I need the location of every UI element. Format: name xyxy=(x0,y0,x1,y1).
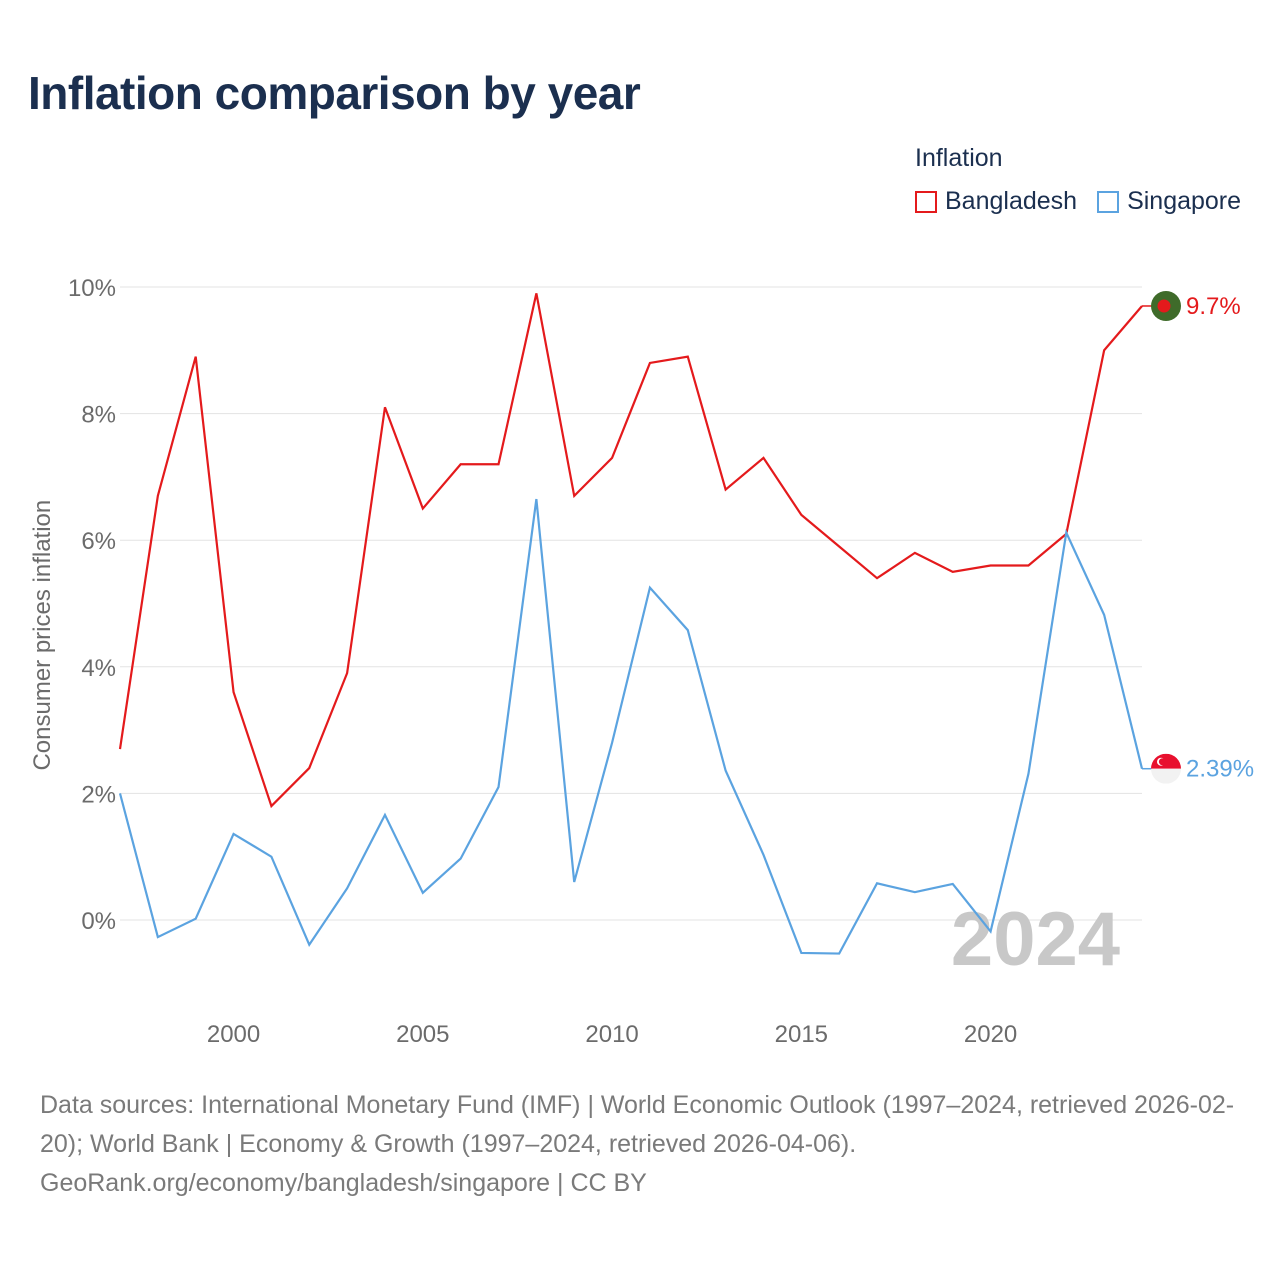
flag-bottom-band xyxy=(1151,768,1181,784)
y-tick-label: 10% xyxy=(68,275,116,302)
y-tick-labels: 0% 2% 4% 6% 8% 10% xyxy=(68,275,116,935)
flag-disc xyxy=(1157,299,1171,313)
legend-item-singapore[interactable]: Singapore xyxy=(1097,187,1241,216)
x-tick-labels: 2000 2005 2010 2015 2020 xyxy=(207,1021,1017,1048)
y-axis-label: Consumer prices inflation xyxy=(29,500,56,771)
footer-sources: Data sources: International Monetary Fun… xyxy=(40,1091,1235,1158)
footer: Data sources: International Monetary Fun… xyxy=(40,1086,1250,1203)
legend-item-bangladesh[interactable]: Bangladesh xyxy=(915,187,1077,216)
x-tick-label: 2005 xyxy=(396,1021,449,1048)
legend-swatch-singapore xyxy=(1097,190,1120,213)
bangladesh-flag-icon xyxy=(1151,290,1181,321)
y-tick-label: 8% xyxy=(81,402,116,429)
x-tick-label: 2010 xyxy=(585,1021,638,1048)
legend-label-bangladesh: Bangladesh xyxy=(945,187,1078,215)
series-line-bangladesh[interactable] xyxy=(118,293,1143,809)
legend-swatch-bangladesh xyxy=(915,190,937,213)
flag-crescent-cut xyxy=(1158,758,1166,766)
series-lines xyxy=(118,293,1144,955)
end-labels: 9.7% 2.39% xyxy=(1142,290,1254,784)
year-watermark: 2024 xyxy=(951,897,1120,982)
x-tick-label: 2000 xyxy=(207,1021,260,1048)
legend-label-singapore: Singapore xyxy=(1127,187,1242,215)
grid-lines xyxy=(120,286,1142,921)
flag-top-band xyxy=(1151,753,1181,769)
x-tick-label: 2015 xyxy=(775,1021,828,1048)
y-tick-label: 0% xyxy=(81,908,116,935)
series-line-singapore[interactable] xyxy=(118,498,1144,955)
chart-title: Inflation comparison by year xyxy=(28,67,641,119)
legend: Inflation Bangladesh Singapore xyxy=(915,144,1241,216)
y-tick-label: 6% xyxy=(81,528,116,555)
legend-title: Inflation xyxy=(915,144,1003,172)
footer-link[interactable]: GeoRank.org/economy/bangladesh/singapore… xyxy=(40,1169,647,1197)
y-tick-label: 2% xyxy=(81,781,116,808)
inflation-line-chart: 0%2%4%6%8%10% 2000 2005 2010 2015 2020 2024 … xyxy=(29,275,1254,1048)
y-tick-label: 4% xyxy=(81,655,116,682)
x-tick-label: 2020 xyxy=(964,1021,1017,1048)
end-label-bangladesh: 9.7% xyxy=(1186,293,1241,320)
singapore-flag-icon xyxy=(1151,753,1181,784)
end-label-singapore: 2.39% xyxy=(1186,756,1254,783)
